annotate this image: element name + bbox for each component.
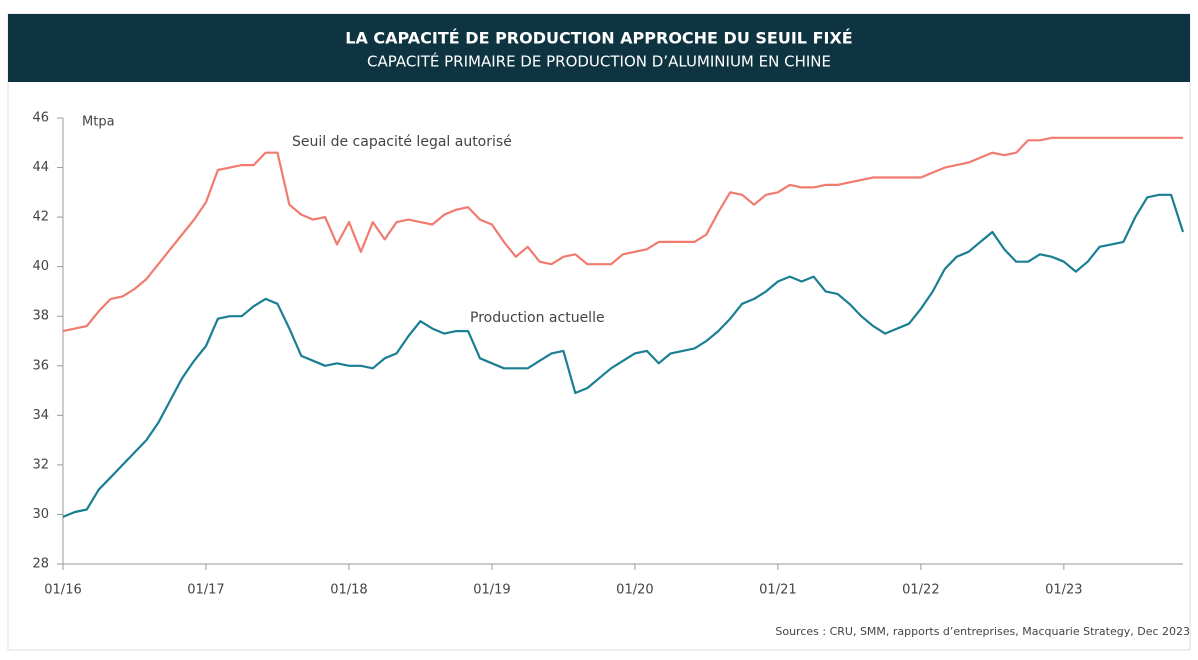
- source: Sources : CRU, SMM, rapports d’entrepris…: [775, 625, 1190, 638]
- x-tick-label: 01/21: [759, 583, 796, 598]
- x-tick-label: 01/22: [902, 583, 939, 598]
- y-tick-label: 34: [32, 408, 49, 423]
- series-label: Seuil de capacité legal autorisé: [292, 134, 512, 150]
- y-tick-label: 36: [32, 358, 49, 373]
- y-tick-label: 44: [32, 160, 49, 175]
- line-series: [62, 193, 1185, 518]
- y-tick-label: 32: [32, 457, 49, 472]
- y-tick-label: 40: [32, 259, 49, 274]
- chart-subtitle: CAPACITÉ PRIMAIRE DE PRODUCTION D’ALUMIN…: [367, 52, 831, 71]
- x-tick-label: 01/16: [44, 583, 81, 598]
- x-tick-label: 01/18: [330, 583, 367, 598]
- x-tick-label: 01/23: [1045, 583, 1082, 598]
- y-tick-label: 42: [32, 210, 49, 225]
- x-tick-label: 01/19: [473, 583, 510, 598]
- header: [8, 14, 1190, 82]
- y-tick-label: 46: [32, 111, 49, 126]
- x-tick-label: 01/20: [616, 583, 653, 598]
- y-tick-label: 38: [32, 309, 49, 324]
- x-tick-label: 01/17: [187, 583, 224, 598]
- y-tick-label: 30: [32, 507, 49, 522]
- line-series: [62, 136, 1183, 333]
- chart-title: LA CAPACITÉ DE PRODUCTION APPROCHE DU SE…: [345, 29, 852, 48]
- y-unit: Mtpa: [82, 115, 115, 130]
- series-label: Production actuelle: [470, 310, 605, 326]
- y-tick-label: 28: [32, 557, 49, 572]
- frame: [7, 13, 1191, 651]
